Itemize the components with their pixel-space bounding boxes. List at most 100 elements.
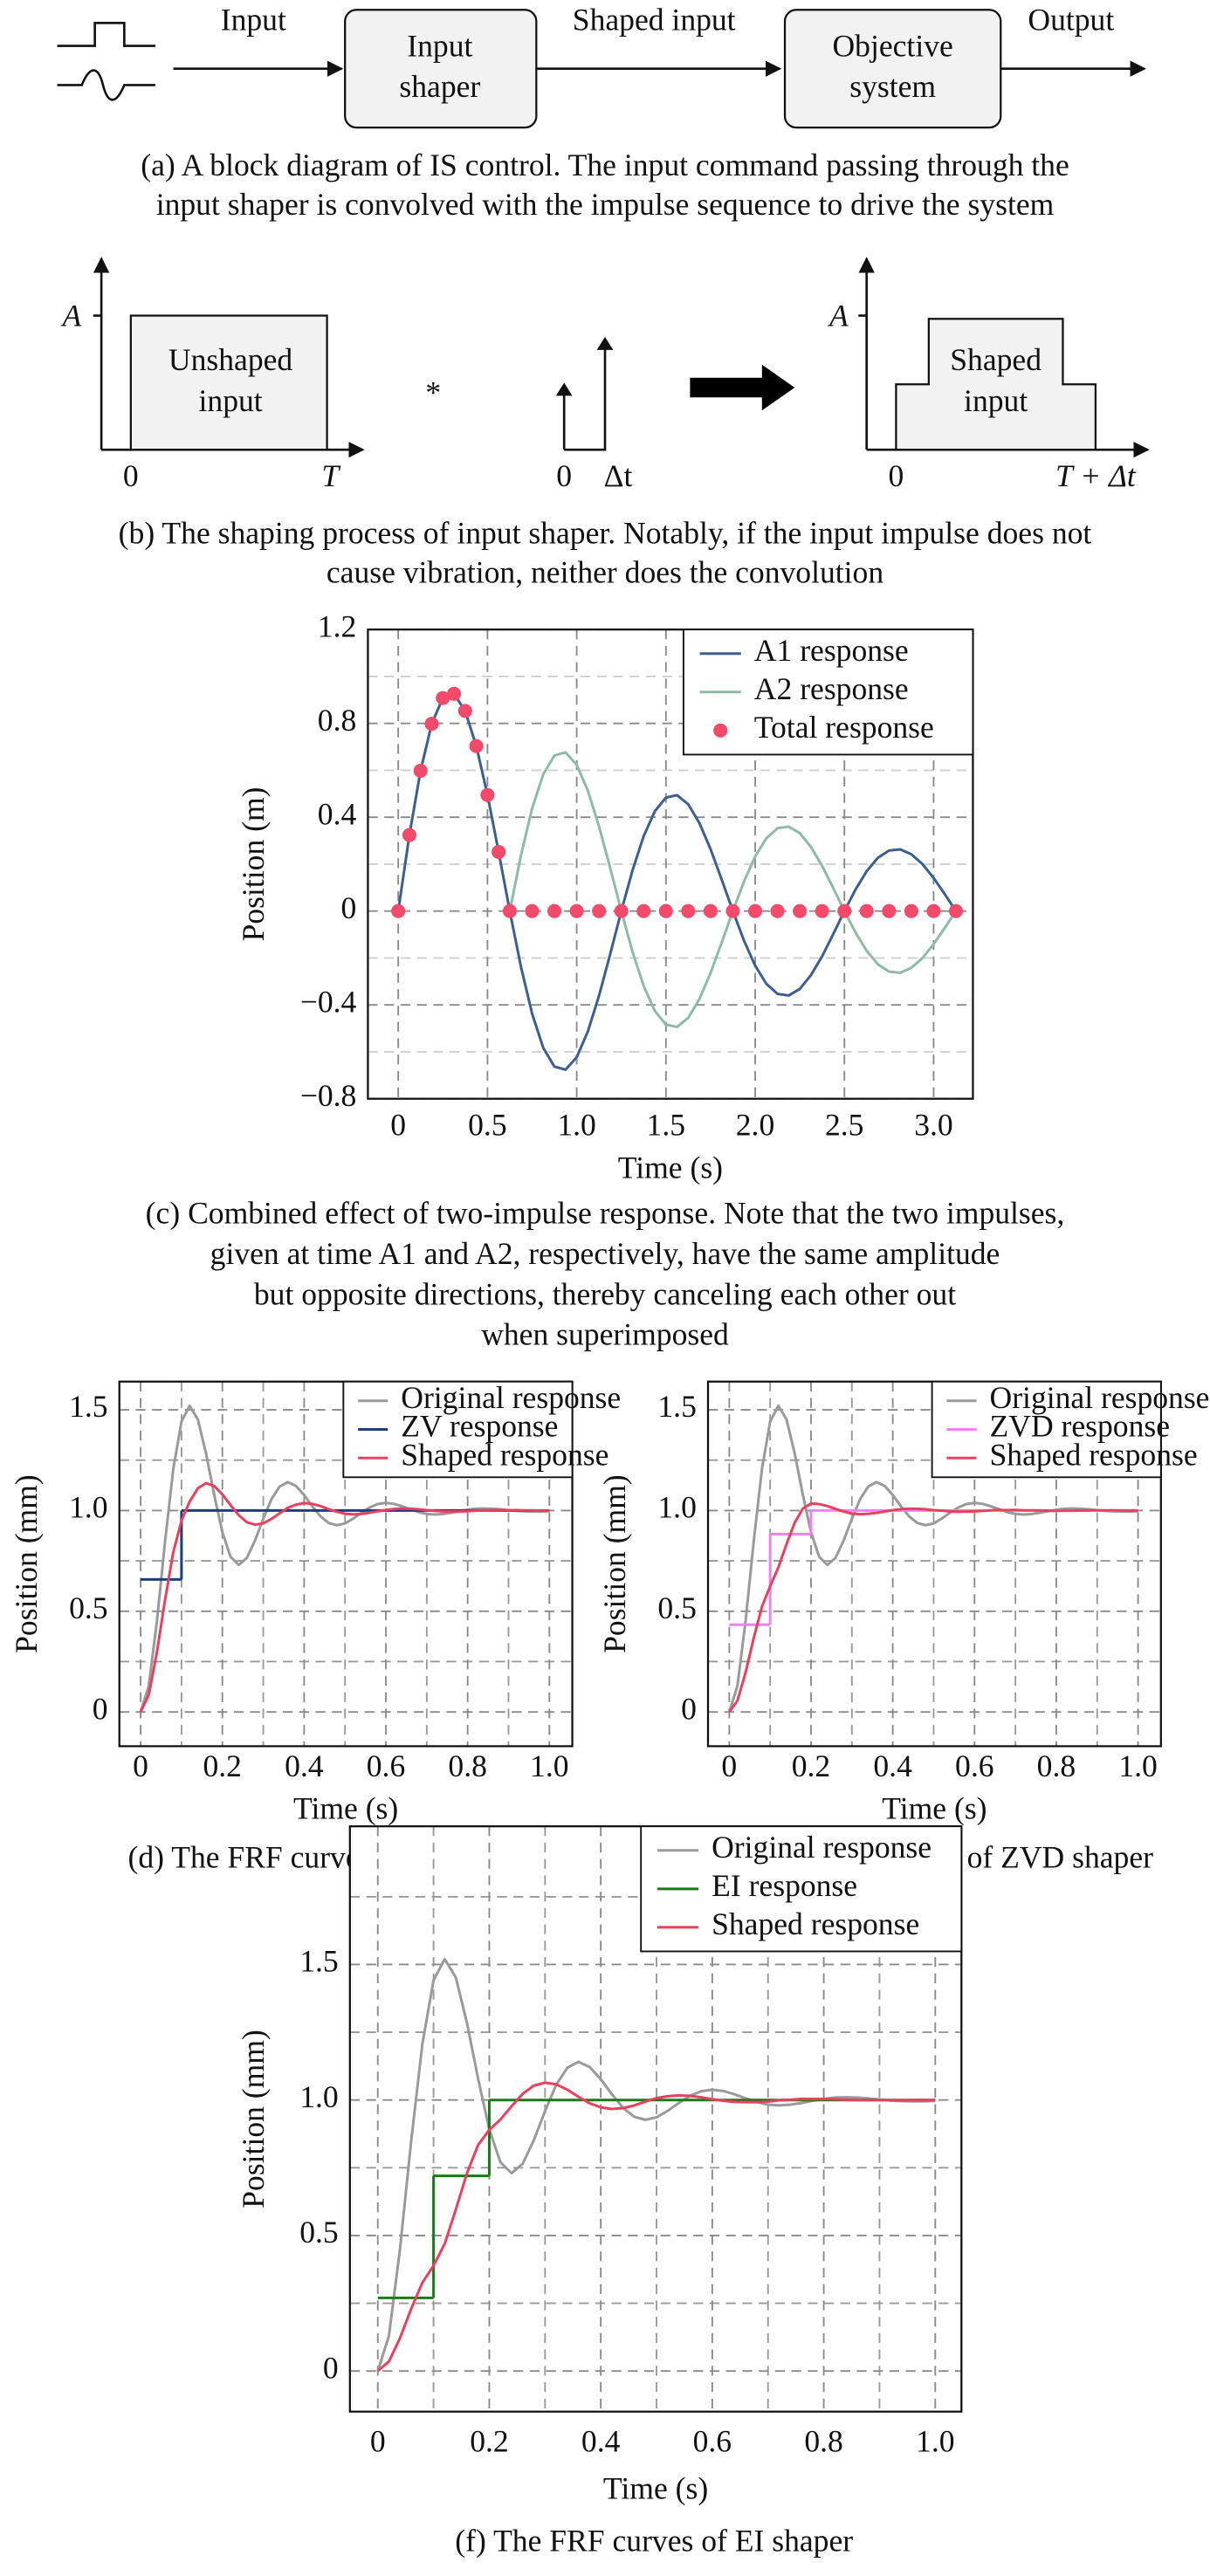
x-tick-label: 2.5 <box>825 1108 863 1143</box>
y-tick-label: −0.8 <box>300 1078 357 1113</box>
x-tick-label: 1.0 <box>916 2423 954 2458</box>
y-tick-label: 0.5 <box>299 2215 338 2250</box>
point <box>492 844 506 860</box>
point <box>391 903 406 918</box>
shaped-pulse <box>895 318 1097 451</box>
point <box>793 903 808 918</box>
pulse-icon <box>57 21 155 47</box>
point <box>457 704 472 718</box>
legend-label: Original response <box>712 1830 932 1865</box>
point <box>469 738 484 753</box>
series-line <box>727 1404 1138 1713</box>
series-line <box>139 1404 550 1713</box>
caption: (f) The FRF curves of EI shaper <box>455 2524 853 2559</box>
point <box>447 686 462 701</box>
operator: * <box>425 374 441 409</box>
axis-label: 0 <box>123 458 139 493</box>
legend-label: ZVD response <box>990 1409 1171 1444</box>
x-tick-label: 1.5 <box>647 1108 685 1143</box>
point <box>658 903 673 918</box>
y-tick-label: 0 <box>681 1691 697 1726</box>
label: Input <box>221 2 286 37</box>
x-tick-label: 1.0 <box>557 1108 595 1143</box>
point <box>859 903 874 918</box>
y-tick-label: 0 <box>323 2350 339 2385</box>
point <box>681 903 696 918</box>
point <box>614 903 629 918</box>
block-label: shaper <box>399 69 480 104</box>
caption: given at time A1 and A2, respectively, h… <box>210 1236 1000 1271</box>
x-tick-label: 3.0 <box>914 1108 952 1143</box>
x-axis-label: Time (s) <box>618 1150 723 1185</box>
x-tick-label: 0 <box>133 1748 148 1783</box>
point <box>882 903 897 918</box>
point <box>703 903 718 918</box>
x-tick-label: 0.4 <box>581 2423 621 2458</box>
y-tick-label: 0.8 <box>318 703 356 738</box>
point <box>480 787 495 802</box>
point <box>436 690 450 705</box>
y-tick-label: 0 <box>93 1691 108 1726</box>
block <box>783 9 1002 129</box>
x-tick-label: 0.6 <box>955 1748 993 1783</box>
axis-label: A <box>828 298 849 333</box>
x-tick-label: 1.0 <box>530 1748 568 1783</box>
point <box>636 903 651 918</box>
point <box>725 903 740 918</box>
impulse-head <box>555 336 614 396</box>
point <box>547 903 562 918</box>
pulse-label: input <box>964 383 1028 418</box>
pulse-label: Shaped <box>950 342 1042 377</box>
y-tick-label: 0.4 <box>318 796 357 831</box>
label: Output <box>1028 2 1114 37</box>
point <box>592 903 607 918</box>
y-tick-label: 1.5 <box>657 1389 696 1424</box>
point <box>948 903 964 918</box>
x-tick-label: 1.0 <box>1118 1748 1157 1783</box>
y-tick-label: −0.4 <box>300 984 357 1019</box>
point <box>413 763 428 779</box>
legend-label: Total response <box>754 710 934 745</box>
series-line <box>139 1481 550 1713</box>
label: Shaped input <box>573 2 736 37</box>
block-label: system <box>849 69 936 104</box>
legend-label: A1 response <box>754 633 909 668</box>
y-axis-label: Position (mm) <box>236 2030 271 2208</box>
axis-label: 0 <box>556 458 572 493</box>
pulse <box>129 314 328 451</box>
point <box>815 903 829 918</box>
x-tick-label: 0.2 <box>792 1748 830 1783</box>
y-axis-label: Position (m) <box>236 787 271 941</box>
x-tick-label: 0.8 <box>1037 1748 1076 1783</box>
y-axis-label: Position (mm) <box>597 1474 632 1653</box>
x-tick-label: 0.4 <box>285 1748 324 1783</box>
legend-label: A2 response <box>754 671 909 706</box>
point <box>402 828 417 842</box>
caption: cause vibration, neither does the convol… <box>327 555 883 590</box>
axis-label: A <box>61 298 82 333</box>
x-tick-label: 0.2 <box>470 2423 508 2458</box>
legend-label: Shaped response <box>990 1437 1198 1472</box>
x-tick-label: 0.4 <box>873 1748 912 1783</box>
x-tick-label: 0.8 <box>804 2423 842 2458</box>
point <box>747 903 763 918</box>
big-arrow <box>690 364 795 411</box>
point <box>424 717 439 732</box>
x-axis-label: Time (s) <box>293 1790 398 1825</box>
pulse-label: Unshaped <box>168 342 292 377</box>
legend-label: ZV response <box>401 1409 558 1444</box>
x-tick-label: 0 <box>721 1748 737 1783</box>
caption: but opposite directions, thereby canceli… <box>254 1276 956 1311</box>
legend-label: Shaped response <box>401 1437 608 1472</box>
legend-label: Original response <box>990 1380 1210 1415</box>
series-line <box>728 1501 1138 1714</box>
impulses <box>562 347 607 451</box>
axis-label: T <box>321 458 340 493</box>
block-label: Objective <box>832 28 952 63</box>
x-tick-label: 0.6 <box>693 2423 732 2458</box>
y-tick-label: 0 <box>341 890 357 925</box>
point <box>770 903 785 918</box>
point <box>502 903 517 918</box>
